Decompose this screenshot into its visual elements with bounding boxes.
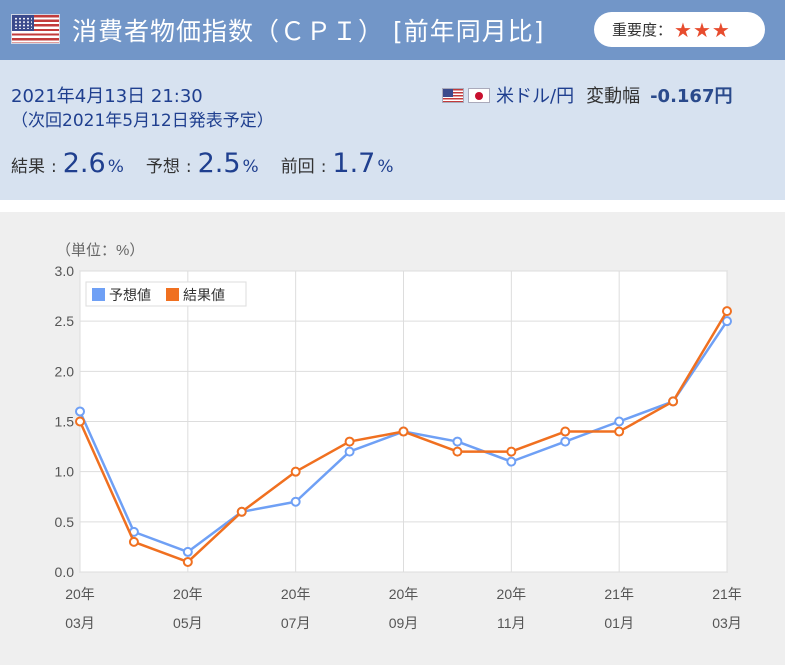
data-point-series-1 xyxy=(614,416,625,427)
data-point-series-2 xyxy=(560,426,571,437)
data-point-series-1 xyxy=(506,456,517,467)
us-flag-icon xyxy=(11,14,60,44)
header-bar: 消費者物価指数（ＣＰＩ） [前年同月比] 重要度： ★★★ xyxy=(0,0,785,60)
result-label: 結果 xyxy=(11,157,45,177)
divider xyxy=(0,200,785,212)
next-release: （次回2021年5月12日発表予定） xyxy=(11,111,274,131)
data-point-series-2 xyxy=(614,426,625,437)
data-point-series-1 xyxy=(560,436,571,447)
data-point-series-1 xyxy=(182,546,193,557)
change-label: 変動幅 xyxy=(586,86,641,107)
x-tick-month: 09月 xyxy=(389,615,419,631)
cpi-line-chart: 0.0 0.5 1.0 1.5 2.0 2.5 3.0 20年 03月 20年 05月 20年 07月 2… xyxy=(55,242,742,631)
release-datetime: 2021年4月13日 21:30 xyxy=(11,86,203,107)
y-tick-label: 3.0 xyxy=(55,263,75,279)
y-tick-label: 1.5 xyxy=(55,414,75,430)
data-point-series-2 xyxy=(236,506,247,517)
legend-swatch-1 xyxy=(92,288,105,301)
data-point-series-2 xyxy=(182,556,193,567)
data-point-series-2 xyxy=(344,436,355,447)
legend-swatch-2 xyxy=(166,288,179,301)
data-point-series-2 xyxy=(75,416,85,427)
data-point-series-1 xyxy=(344,446,355,457)
forecast-label: 予想 xyxy=(145,157,180,177)
x-tick-year: 21年 xyxy=(712,586,742,602)
y-tick-label: 2.5 xyxy=(55,313,75,329)
y-tick-label: 2.0 xyxy=(55,363,75,379)
x-tick-year: 21年 xyxy=(604,586,634,602)
data-point-series-1 xyxy=(290,496,301,507)
chart-area: 0.0 0.5 1.0 1.5 2.0 2.5 3.0 20年 03月 20年 05月 20年 07月 2… xyxy=(0,212,785,665)
data-point-series-2 xyxy=(452,446,463,457)
legend-label-2: 結果値 xyxy=(183,287,225,303)
change-value: -0.167円 xyxy=(650,86,733,107)
result-value: 2.6 xyxy=(62,148,106,179)
result-colon: : xyxy=(51,157,57,177)
previous-label: 前回 xyxy=(280,157,315,177)
data-point-series-2 xyxy=(398,426,409,437)
data-point-series-2 xyxy=(668,396,679,407)
x-tick-month: 07月 xyxy=(281,615,311,631)
x-tick-year: 20年 xyxy=(281,586,311,602)
y-tick-label: 1.0 xyxy=(55,464,75,480)
page-title: 消費者物価指数（ＣＰＩ） [前年同月比] xyxy=(72,17,545,46)
data-point-series-2 xyxy=(722,306,732,317)
data-point-series-1 xyxy=(75,406,85,417)
japan-flag-icon xyxy=(468,87,490,103)
currency-pair[interactable]: 米ドル/円 xyxy=(496,86,575,107)
data-point-series-1 xyxy=(452,436,463,447)
result-percent: % xyxy=(107,157,124,177)
importance-badge: 重要度： ★★★ xyxy=(594,12,765,47)
x-tick-year: 20年 xyxy=(497,586,527,602)
previous-value: 1.7 xyxy=(332,148,376,179)
x-tick-month: 05月 xyxy=(173,615,203,631)
x-tick-month: 11月 xyxy=(497,615,526,631)
y-tick-label: 0.5 xyxy=(55,514,75,530)
data-point-series-1 xyxy=(722,316,732,327)
x-tick-year: 20年 xyxy=(173,586,203,602)
data-point-series-2 xyxy=(290,466,301,477)
legend-label-1: 予想値 xyxy=(109,287,151,303)
data-point-series-2 xyxy=(128,536,139,547)
forecast-colon: : xyxy=(185,157,192,177)
previous-colon: : xyxy=(320,157,327,177)
x-tick-month: 03月 xyxy=(712,615,742,631)
forecast-percent: % xyxy=(242,157,259,177)
us-flag-icon xyxy=(442,87,464,103)
results-row: 結果 : 2.6 % 予想 : 2.5 % 前回 : 1.7 % xyxy=(11,148,416,179)
x-tick-month: 03月 xyxy=(65,615,95,631)
x-tick-year: 20年 xyxy=(389,586,419,602)
y-tick-label: 0.0 xyxy=(55,564,75,580)
x-tick-year: 20年 xyxy=(65,586,95,602)
data-point-series-2 xyxy=(506,446,517,457)
forecast-value: 2.5 xyxy=(197,148,241,179)
unit-label: （単位：%） xyxy=(56,242,144,259)
info-panel: 2021年4月13日 21:30 （次回2021年5月12日発表予定） 米ドル/… xyxy=(0,60,785,200)
currency-pair-block: 米ドル/円 変動幅 -0.167円 xyxy=(442,82,732,108)
previous-percent: % xyxy=(377,157,394,177)
importance-stars: ★★★ xyxy=(674,17,731,42)
x-tick-month: 01月 xyxy=(604,615,634,631)
importance-label: 重要度： xyxy=(612,21,673,39)
